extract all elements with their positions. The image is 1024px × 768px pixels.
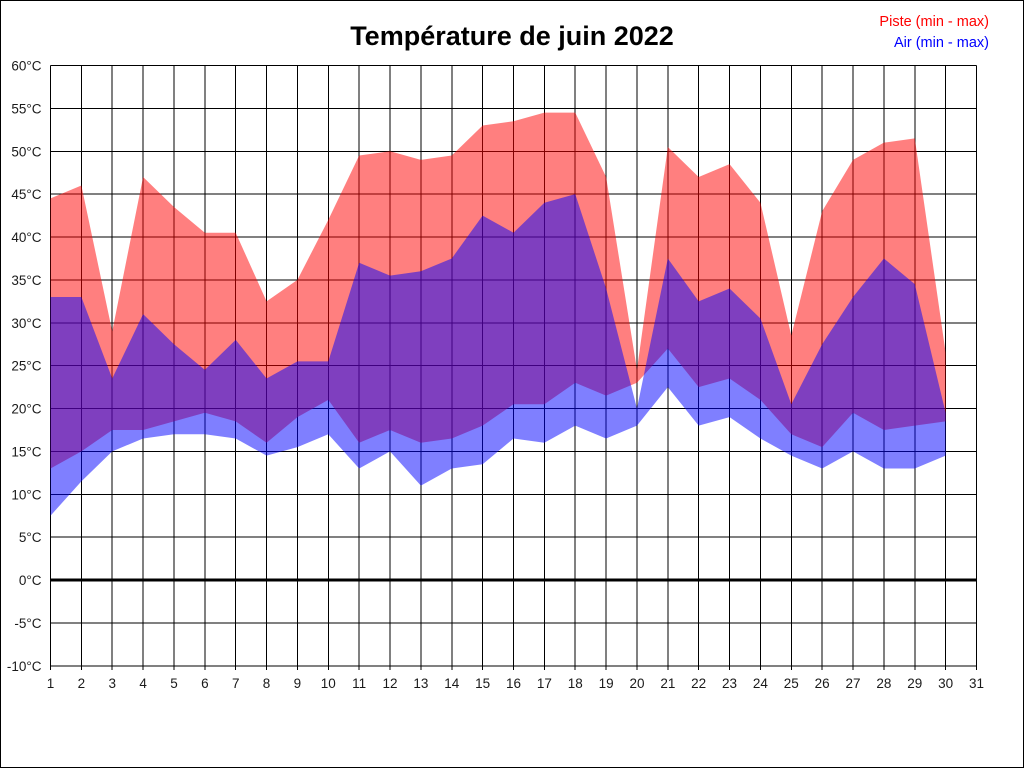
x-tick-label: 14 [444, 676, 460, 691]
y-tick-label: -5°C [14, 616, 41, 631]
x-tick-label: 8 [263, 676, 271, 691]
x-tick-label: 6 [201, 676, 209, 691]
x-tick-label: 27 [846, 676, 861, 691]
x-tick-label: 16 [506, 676, 521, 691]
x-tick-label: 25 [784, 676, 799, 691]
x-tick-label: 10 [321, 676, 336, 691]
y-tick-label: 55°C [11, 101, 41, 116]
x-tick-label: 15 [475, 676, 490, 691]
x-tick-label: 9 [294, 676, 302, 691]
y-tick-label: 35°C [11, 273, 41, 288]
y-tick-label: 60°C [11, 59, 41, 74]
x-tick-label: 19 [599, 676, 614, 691]
chart-legend: Piste (min - max) Air (min - max) [879, 12, 989, 54]
y-tick-label: 5°C [19, 530, 42, 545]
legend-piste: Piste (min - max) [879, 14, 989, 30]
x-tick-label: 24 [753, 676, 769, 691]
y-tick-label: 15°C [11, 444, 41, 459]
x-tick-label: 21 [660, 676, 675, 691]
y-tick-label: 30°C [11, 316, 41, 331]
x-tick-label: 5 [170, 676, 178, 691]
x-tick-label: 7 [232, 676, 240, 691]
x-tick-label: 18 [568, 676, 583, 691]
x-tick-label: 31 [969, 676, 984, 691]
y-tick-label: -10°C [7, 659, 42, 674]
legend-air: Air (min - max) [893, 35, 989, 51]
y-tick-label: 20°C [11, 402, 41, 417]
axis-labels: 60°C55°C50°C45°C40°C35°C30°C25°C20°C15°C… [7, 59, 984, 691]
x-tick-label: 20 [629, 676, 644, 691]
x-tick-label: 12 [383, 676, 398, 691]
x-tick-label: 30 [938, 676, 953, 691]
y-tick-label: 45°C [11, 187, 41, 202]
x-tick-label: 23 [722, 676, 737, 691]
x-tick-label: 13 [413, 676, 428, 691]
air-min-max-band [50, 194, 946, 516]
x-tick-label: 2 [78, 676, 86, 691]
y-tick-label: 0°C [19, 573, 42, 588]
x-tick-label: 28 [876, 676, 891, 691]
y-tick-label: 10°C [11, 487, 41, 502]
x-tick-label: 11 [352, 676, 366, 691]
x-tick-label: 1 [47, 676, 55, 691]
x-tick-label: 29 [907, 676, 922, 691]
x-tick-label: 22 [691, 676, 706, 691]
x-tick-label: 26 [815, 676, 830, 691]
y-tick-label: 25°C [11, 359, 41, 374]
y-tick-label: 50°C [11, 144, 41, 159]
chart-title: Température de juin 2022 [350, 21, 674, 51]
x-tick-label: 17 [537, 676, 552, 691]
y-tick-label: 40°C [11, 230, 41, 245]
x-tick-label: 4 [139, 676, 147, 691]
x-tick-label: 3 [108, 676, 116, 691]
